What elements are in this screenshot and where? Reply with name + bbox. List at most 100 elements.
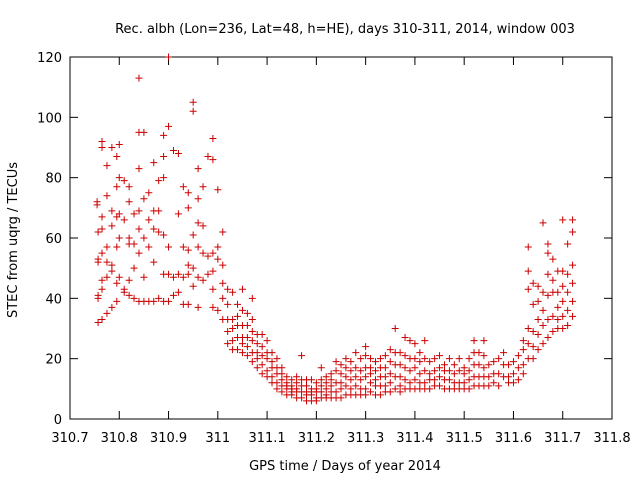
data-point <box>278 388 286 396</box>
data-point <box>539 306 547 314</box>
data-point <box>519 361 527 369</box>
data-point <box>229 337 237 345</box>
data-point <box>125 291 133 299</box>
data-point <box>490 358 498 366</box>
data-point <box>519 370 527 378</box>
data-point <box>411 364 419 372</box>
data-point <box>559 216 567 224</box>
data-point <box>93 198 101 206</box>
data-point <box>298 394 306 402</box>
data-point <box>549 312 557 320</box>
data-point <box>534 331 542 339</box>
data-point <box>529 300 537 308</box>
data-point <box>401 364 409 372</box>
data-point <box>258 370 266 378</box>
data-point <box>514 364 522 372</box>
data-point <box>357 367 365 375</box>
data-point <box>204 252 212 260</box>
data-point <box>150 258 158 266</box>
data-point <box>184 300 192 308</box>
data-point <box>519 346 527 354</box>
data-point <box>381 364 389 372</box>
y-tick-label: 40 <box>45 292 62 307</box>
data-point <box>268 358 276 366</box>
data-point <box>248 294 256 302</box>
data-point <box>539 288 547 296</box>
data-point <box>248 358 256 366</box>
data-point <box>214 243 222 251</box>
data-point <box>312 379 320 387</box>
data-point <box>406 367 414 375</box>
data-point <box>465 367 473 375</box>
x-tick-label: 311 <box>205 431 230 446</box>
data-point <box>396 373 404 381</box>
data-point <box>194 273 202 281</box>
data-point <box>174 150 182 158</box>
data-point <box>367 364 375 372</box>
y-tick-label: 80 <box>45 172 62 187</box>
data-point <box>347 376 355 384</box>
data-point <box>273 385 281 393</box>
data-point <box>169 291 177 299</box>
data-point <box>347 385 355 393</box>
data-point <box>145 216 153 224</box>
data-point <box>371 376 379 384</box>
data-point <box>317 376 325 384</box>
data-point <box>426 358 434 366</box>
data-point <box>204 153 212 161</box>
data-point <box>436 364 444 372</box>
data-point <box>411 376 419 384</box>
data-point <box>564 321 572 329</box>
data-point <box>189 98 197 106</box>
data-point <box>352 382 360 390</box>
data-point <box>367 355 375 363</box>
data-point <box>155 177 163 185</box>
data-point <box>386 388 394 396</box>
data-point <box>386 379 394 387</box>
data-point <box>569 279 577 287</box>
data-point <box>322 385 330 393</box>
data-point <box>436 352 444 360</box>
data-point <box>347 358 355 366</box>
data-point <box>559 297 567 305</box>
data-point <box>460 364 468 372</box>
x-tick-label: 310.7 <box>51 431 88 446</box>
data-point <box>273 379 281 387</box>
data-point <box>283 373 291 381</box>
data-point <box>445 367 453 375</box>
data-point <box>362 373 370 381</box>
data-point <box>485 361 493 369</box>
x-tick-label: 311.2 <box>298 431 335 446</box>
data-point <box>421 337 429 345</box>
data-point <box>391 325 399 332</box>
data-point <box>332 358 340 366</box>
data-point <box>209 303 217 311</box>
data-point <box>381 352 389 360</box>
data-point <box>194 243 202 251</box>
data-point <box>135 225 143 233</box>
data-point <box>204 270 212 278</box>
data-point <box>347 367 355 375</box>
data-point <box>327 382 335 390</box>
data-point <box>362 391 370 399</box>
data-point <box>559 312 567 320</box>
data-point <box>539 321 547 329</box>
data-point <box>495 382 503 390</box>
data-point <box>569 312 577 320</box>
data-point <box>108 207 116 215</box>
data-point <box>514 376 522 384</box>
data-point <box>234 300 242 308</box>
data-point <box>98 213 106 221</box>
data-point <box>544 334 552 342</box>
data-point <box>103 162 111 170</box>
data-point <box>224 340 232 348</box>
data-point <box>103 243 111 251</box>
data-point <box>554 303 562 311</box>
data-point <box>209 249 217 257</box>
data-point <box>534 346 542 354</box>
data-point <box>342 373 350 381</box>
data-point <box>544 240 552 248</box>
data-point <box>243 343 251 351</box>
data-point <box>524 267 532 275</box>
data-point <box>229 315 237 323</box>
